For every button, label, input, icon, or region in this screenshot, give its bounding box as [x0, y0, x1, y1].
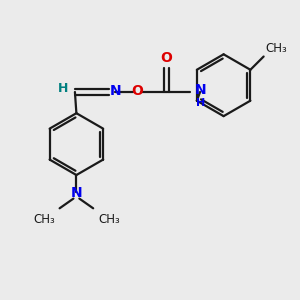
Text: H: H: [58, 82, 68, 95]
Text: N: N: [195, 83, 206, 97]
Text: O: O: [131, 84, 143, 98]
Text: N: N: [70, 186, 82, 200]
Text: CH₃: CH₃: [265, 42, 287, 55]
Text: N: N: [110, 84, 121, 98]
Text: O: O: [160, 51, 172, 65]
Text: CH₃: CH₃: [33, 213, 55, 226]
Text: CH₃: CH₃: [98, 213, 120, 226]
Text: H: H: [196, 98, 205, 109]
